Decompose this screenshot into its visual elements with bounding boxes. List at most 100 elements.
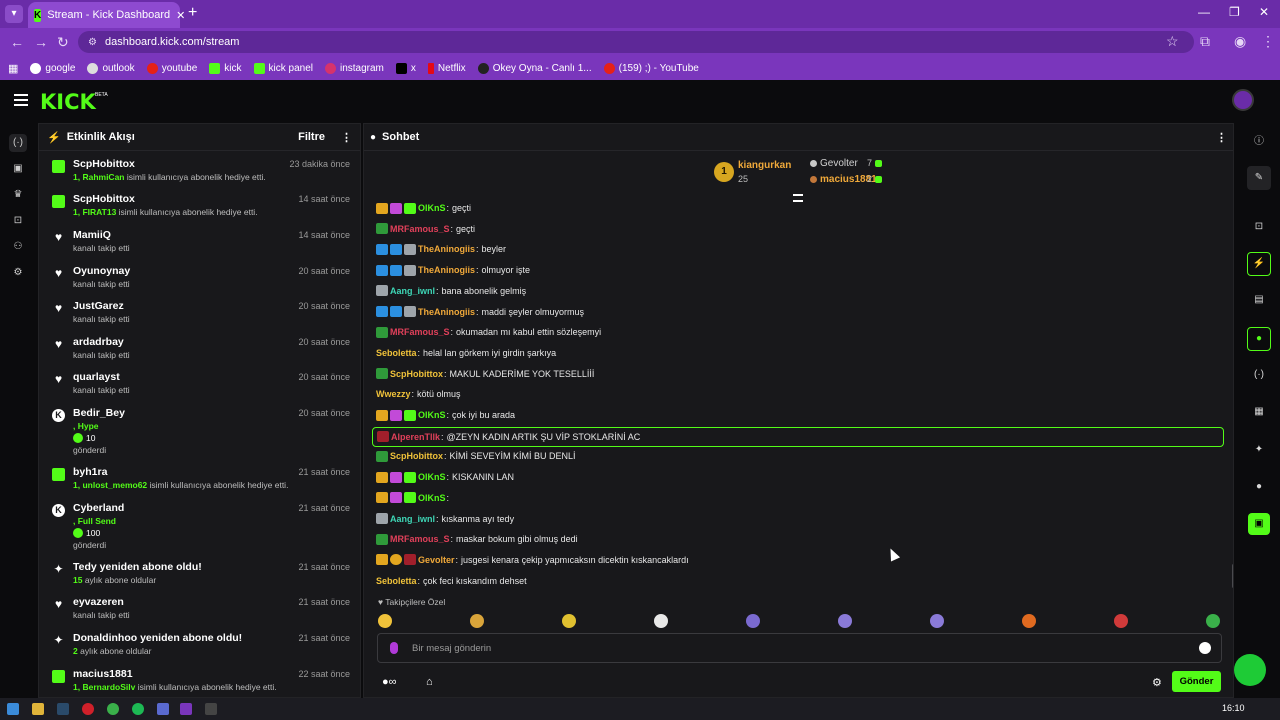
file-explorer-icon[interactable] — [32, 703, 44, 715]
emote-icon[interactable] — [470, 614, 484, 628]
store-icon[interactable]: ⌂ — [426, 676, 433, 688]
minimize-icon[interactable]: — — [1198, 5, 1210, 19]
chat-message[interactable]: Aang_iwnl: kıskanma ayı tedy — [376, 510, 514, 528]
chat-username[interactable]: ScpHobittox — [390, 451, 443, 462]
bookmark-youtube-2[interactable]: (159) ;) - YouTube — [603, 62, 699, 74]
chat-message[interactable]: ScpHobittox: MAKUL KADERİME YOK TESELLİİİ — [376, 365, 594, 383]
activity-item[interactable]: ScpHobittox 23 dakika önce 1, RahmiCan isi… — [39, 158, 360, 182]
discord-icon[interactable] — [157, 703, 169, 715]
activity-username[interactable]: Bedir_Bey — [73, 407, 125, 419]
chat-message[interactable]: OlKnS: KISKANIN LAN — [376, 468, 514, 486]
bookmark-outlook[interactable]: outlook — [87, 62, 135, 74]
profile-icon[interactable]: ◉ — [1234, 33, 1247, 49]
chat-username[interactable]: Wwezzy — [376, 389, 411, 400]
chat-message[interactable]: TheAninogiis: beyler — [376, 240, 506, 258]
activity-item[interactable]: ✦ Tedy yeniden abone oldu! 21 saat önce 15 … — [39, 561, 360, 585]
extensions-icon[interactable]: ⧉ — [1200, 33, 1210, 49]
chat-message[interactable]: OlKnS: çok iyi bu arada — [376, 406, 515, 424]
chat-username[interactable]: OlKnS — [418, 203, 446, 213]
activity-item[interactable]: byh1ra 21 saat önce 1, unlost_memo62 isiml… — [39, 466, 360, 490]
dashboard-icon[interactable]: ▣ — [13, 163, 23, 174]
activity-item[interactable]: ScpHobittox 14 saat önce 1, FIRAT13 isimli… — [39, 193, 360, 217]
activity-item[interactable]: ♥ quarlayst 20 saat önce kanalı takip etti — [39, 371, 360, 395]
moderation-icon[interactable]: ⊡ — [13, 215, 23, 226]
chat-message[interactable]: Wwezzy: kötü olmuş — [376, 385, 461, 403]
emote-icon[interactable] — [930, 614, 944, 628]
url-field[interactable]: ⚙ dashboard.kick.com/stream — [78, 31, 1194, 53]
back-icon[interactable]: ← — [10, 34, 24, 50]
chat-input[interactable]: Bir mesaj gönderin — [377, 633, 1222, 663]
info-icon[interactable]: ⓘ — [1254, 136, 1264, 147]
chat-username[interactable]: MRFamous_S — [390, 327, 450, 338]
chat-message[interactable]: Seboletta: helal lan görkem iyi girdin şa… — [376, 344, 556, 362]
site-info-icon[interactable]: ⚙ — [88, 36, 97, 48]
spotify-icon[interactable] — [132, 703, 144, 715]
filter-button[interactable]: Filtre — [298, 131, 325, 143]
bookmark-google[interactable]: google — [30, 62, 75, 74]
chat-settings-icon[interactable]: ⚙ — [1152, 677, 1162, 689]
chat-username[interactable]: OlKnS — [418, 410, 446, 420]
tools-icon[interactable]: ✦ — [1254, 444, 1264, 455]
bookmark-netflix[interactable]: Netflix — [427, 62, 466, 74]
chat-username[interactable]: OlKnS — [418, 472, 446, 483]
rewards-icon[interactable]: ● — [1255, 481, 1263, 492]
bookmark-okey[interactable]: Okey Oyna - Canlı 1... — [477, 62, 592, 74]
leader-second[interactable]: Gevolter — [810, 158, 858, 169]
tab-search-button[interactable]: ▾ — [5, 5, 23, 23]
emote-icon[interactable] — [1022, 614, 1036, 628]
chat-message[interactable]: MRFamous_S: okumadan mı kabul ettin sözle… — [376, 323, 601, 341]
capture-icon[interactable]: ⊡ — [1254, 221, 1264, 232]
activity-item[interactable]: ♥ ardadrbay 20 saat önce kanalı takip etti — [39, 336, 360, 360]
bookmark-kick[interactable]: kick — [209, 62, 242, 74]
chat-username[interactable]: MRFamous_S — [390, 534, 450, 545]
pinned-messages-icon[interactable] — [793, 194, 803, 202]
activity-username[interactable]: Cyberland — [73, 502, 125, 514]
chat-scrollbar[interactable] — [1232, 564, 1233, 588]
activity-username[interactable]: ScpHobittox — [73, 193, 135, 205]
activity-username[interactable]: eyvazeren — [73, 596, 124, 608]
trophy-icon[interactable]: ♛ — [13, 189, 23, 200]
leader-first-name[interactable]: kiangurkan — [738, 160, 792, 171]
quick-actions-icon[interactable]: ⚡ — [1247, 252, 1271, 276]
chat-username[interactable]: Aang_iwnl — [390, 285, 436, 296]
activity-username[interactable]: Oyunoynay — [73, 265, 131, 277]
bookmark-star-icon[interactable]: ☆ — [1166, 33, 1179, 49]
chat-message[interactable]: MRFamous_S: maskar bokum gibi olmuş dedi — [376, 530, 578, 548]
close-window-icon[interactable]: ✕ — [1259, 5, 1270, 19]
activity-username[interactable]: ardadrbay — [73, 336, 124, 348]
chat-username[interactable]: Seboletta — [376, 347, 417, 358]
activity-item[interactable]: K Cyberland 21 saat önce , Full Send 100 gönd… — [39, 502, 360, 550]
chat-username[interactable]: Gevolter — [418, 554, 455, 565]
activity-username[interactable]: Donaldinhoo yeniden abone oldu! — [73, 632, 243, 644]
chrome-icon[interactable] — [107, 703, 119, 715]
new-tab-icon[interactable]: + — [188, 4, 198, 21]
opera-icon[interactable] — [82, 703, 94, 715]
chat-message[interactable]: Seboletta: çok feci kıskandım dehset — [376, 572, 527, 590]
notes-icon[interactable]: ▤ — [1254, 294, 1264, 305]
support-chat-button[interactable] — [1234, 654, 1266, 686]
chat-username[interactable]: TheAninogiis — [418, 306, 475, 317]
send-button[interactable]: Gönder — [1172, 671, 1221, 692]
windows-start-icon[interactable] — [7, 703, 19, 715]
activity-username[interactable]: ScpHobittox — [73, 158, 135, 170]
emote-icon[interactable] — [1206, 614, 1220, 628]
activity-item[interactable]: ♥ Oyunoynay 20 saat önce kanalı takip etti — [39, 265, 360, 289]
browser-menu-icon[interactable]: ⋮ — [1261, 33, 1275, 49]
emote-icon[interactable] — [838, 614, 852, 628]
apps-icon[interactable]: ▦ — [8, 62, 19, 75]
user-avatar[interactable] — [1232, 89, 1254, 111]
clapper-icon[interactable]: ▣ — [1248, 513, 1270, 535]
activity-username[interactable]: MamiiQ — [73, 229, 111, 241]
stream-icon[interactable]: (·) — [9, 134, 27, 152]
edit-icon[interactable]: ✎ — [1247, 166, 1271, 190]
activity-more-icon[interactable]: ⋮ — [341, 131, 352, 144]
obs-icon[interactable] — [205, 703, 217, 715]
activity-item[interactable]: ✦ Donaldinhoo yeniden abone oldu! 21 saat … — [39, 632, 360, 656]
chat-message[interactable]: Aang_iwnl: bana abonelik gelmiş — [376, 282, 526, 300]
chat-more-icon[interactable]: ⋮ — [1216, 131, 1227, 144]
activity-username[interactable]: macius1881 — [73, 668, 133, 680]
forward-icon[interactable]: → — [34, 34, 48, 50]
chat-username[interactable]: ScpHobittox — [390, 368, 443, 379]
settings-icon[interactable]: ⚙ — [13, 267, 23, 278]
emote-icon[interactable] — [746, 614, 760, 628]
